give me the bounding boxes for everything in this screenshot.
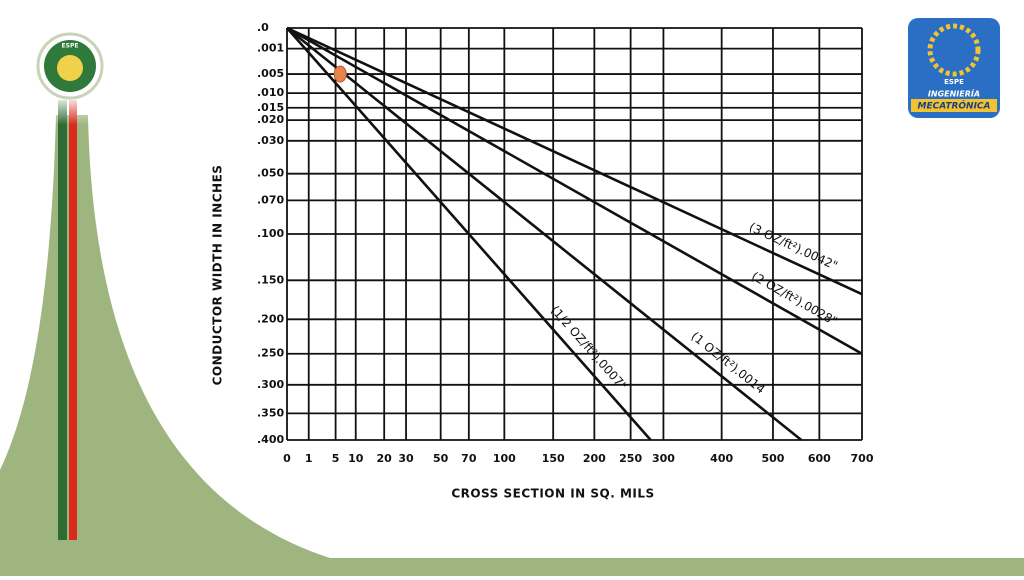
x-tick-label: 400 — [710, 452, 733, 465]
series-label: (1 OZ/ft²).0014 — [688, 329, 767, 396]
series-line — [286, 27, 652, 441]
y-tick-label: .400 — [257, 433, 284, 446]
logo-bar — [911, 99, 997, 112]
y-tick-label: .250 — [257, 347, 284, 360]
decor-band — [0, 115, 1024, 576]
y-tick-label: .015 — [257, 101, 284, 114]
y-tick-label: .050 — [257, 167, 284, 180]
y-tick-label: .300 — [257, 378, 284, 391]
y-tick-label: .200 — [257, 312, 284, 325]
series-line — [286, 26, 863, 296]
y-tick-label: .005 — [257, 67, 284, 80]
y-tick-label: .030 — [257, 134, 284, 147]
y-tick-label: .100 — [257, 227, 284, 240]
x-tick-label: 250 — [619, 452, 642, 465]
x-tick-label: 70 — [461, 452, 477, 465]
x-tick-label: 500 — [761, 452, 784, 465]
logo-text: MECATRÓNICA — [918, 100, 991, 112]
x-tick-label: 100 — [493, 452, 516, 465]
decor-stripe — [69, 100, 77, 540]
x-tick-label: 700 — [851, 452, 874, 465]
y-tick-label: .020 — [257, 113, 284, 126]
decor-fade — [54, 95, 94, 215]
series-label: (1/2 OZ/ft²).0007" — [548, 303, 630, 393]
y-tick-label: .070 — [257, 193, 284, 206]
x-tick-label: 20 — [377, 452, 393, 465]
x-axis-title: CROSS SECTION IN SQ. MILS — [451, 487, 654, 501]
left-logo: ESPE — [36, 32, 104, 100]
logo-emblem — [57, 55, 83, 81]
y-tick-label: .010 — [257, 86, 284, 99]
decor-stripe — [58, 100, 67, 540]
y-tick-label: .0 — [257, 21, 269, 34]
y-tick-label: .350 — [257, 406, 284, 419]
x-tick-label: 300 — [652, 452, 675, 465]
logo-text: ESPE — [62, 43, 79, 50]
series-line — [286, 26, 863, 355]
x-tick-label: 200 — [583, 452, 606, 465]
y-axis-title: CONDUCTOR WIDTH IN INCHES — [211, 165, 225, 386]
x-tick-label: 150 — [542, 452, 565, 465]
x-tick-label: 50 — [433, 452, 449, 465]
series-line — [286, 26, 803, 442]
x-tick-label: 0 — [283, 452, 291, 465]
logo-gear — [927, 23, 981, 77]
x-tick-label: 10 — [348, 452, 364, 465]
right-logo: ESPE INGENIERÍA MECATRÓNICA — [908, 18, 1000, 118]
x-tick-label: 5 — [332, 452, 340, 465]
y-tick-label: .150 — [257, 273, 284, 286]
x-tick-label: 600 — [808, 452, 831, 465]
x-tick-label: 30 — [398, 452, 414, 465]
logo-text: ESPE — [944, 78, 964, 86]
x-tick-label: 1 — [305, 452, 313, 465]
logo-text: INGENIERÍA — [928, 88, 980, 99]
y-tick-label: .001 — [257, 42, 284, 55]
highlight-marker — [333, 65, 347, 83]
